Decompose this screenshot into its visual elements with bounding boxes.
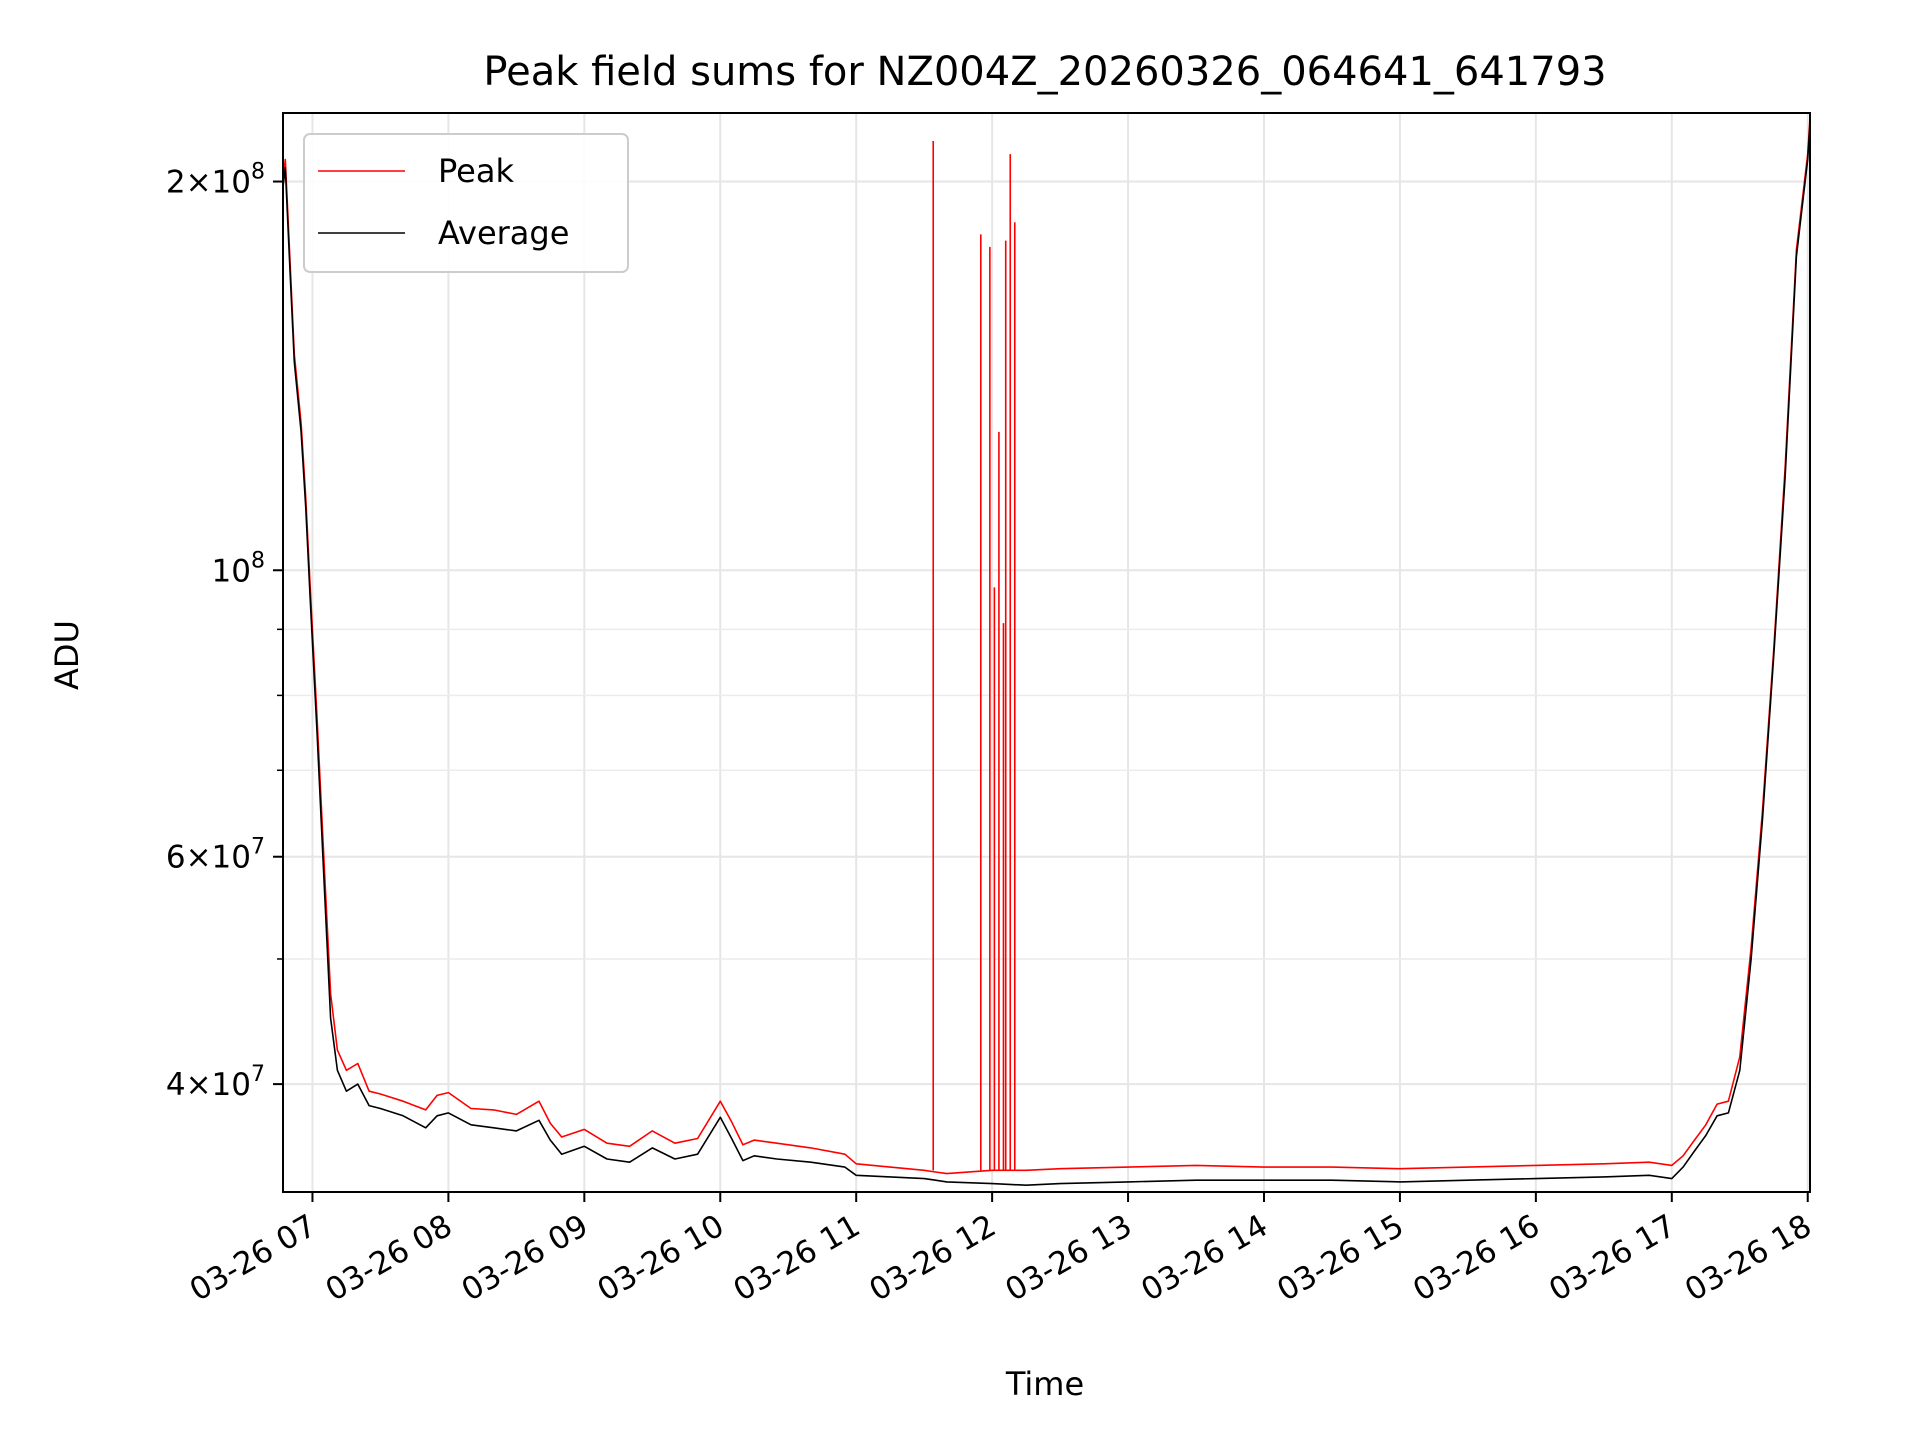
y-tick-label: 6×107 [166, 835, 265, 876]
y-tick-label: 108 [212, 548, 265, 589]
grid [283, 113, 1810, 1192]
series-layer [283, 117, 1810, 1186]
legend-average-label: Average [438, 214, 569, 252]
legend-peak-label: Peak [438, 152, 514, 190]
chart-title: Peak field sums for NZ004Z_20260326_0646… [483, 49, 1606, 95]
x-axis-label: Time [1005, 1365, 1084, 1403]
average-series-line [283, 122, 1810, 1186]
legend: Peak Average [303, 133, 629, 273]
y-axis-label: ADU [48, 620, 86, 690]
y-tick-label: 4×107 [166, 1062, 265, 1103]
plot-frame [282, 112, 1811, 1193]
peak-series-line [283, 117, 1810, 1175]
y-tick-label: 2×108 [166, 160, 265, 201]
legend-box [303, 133, 629, 273]
